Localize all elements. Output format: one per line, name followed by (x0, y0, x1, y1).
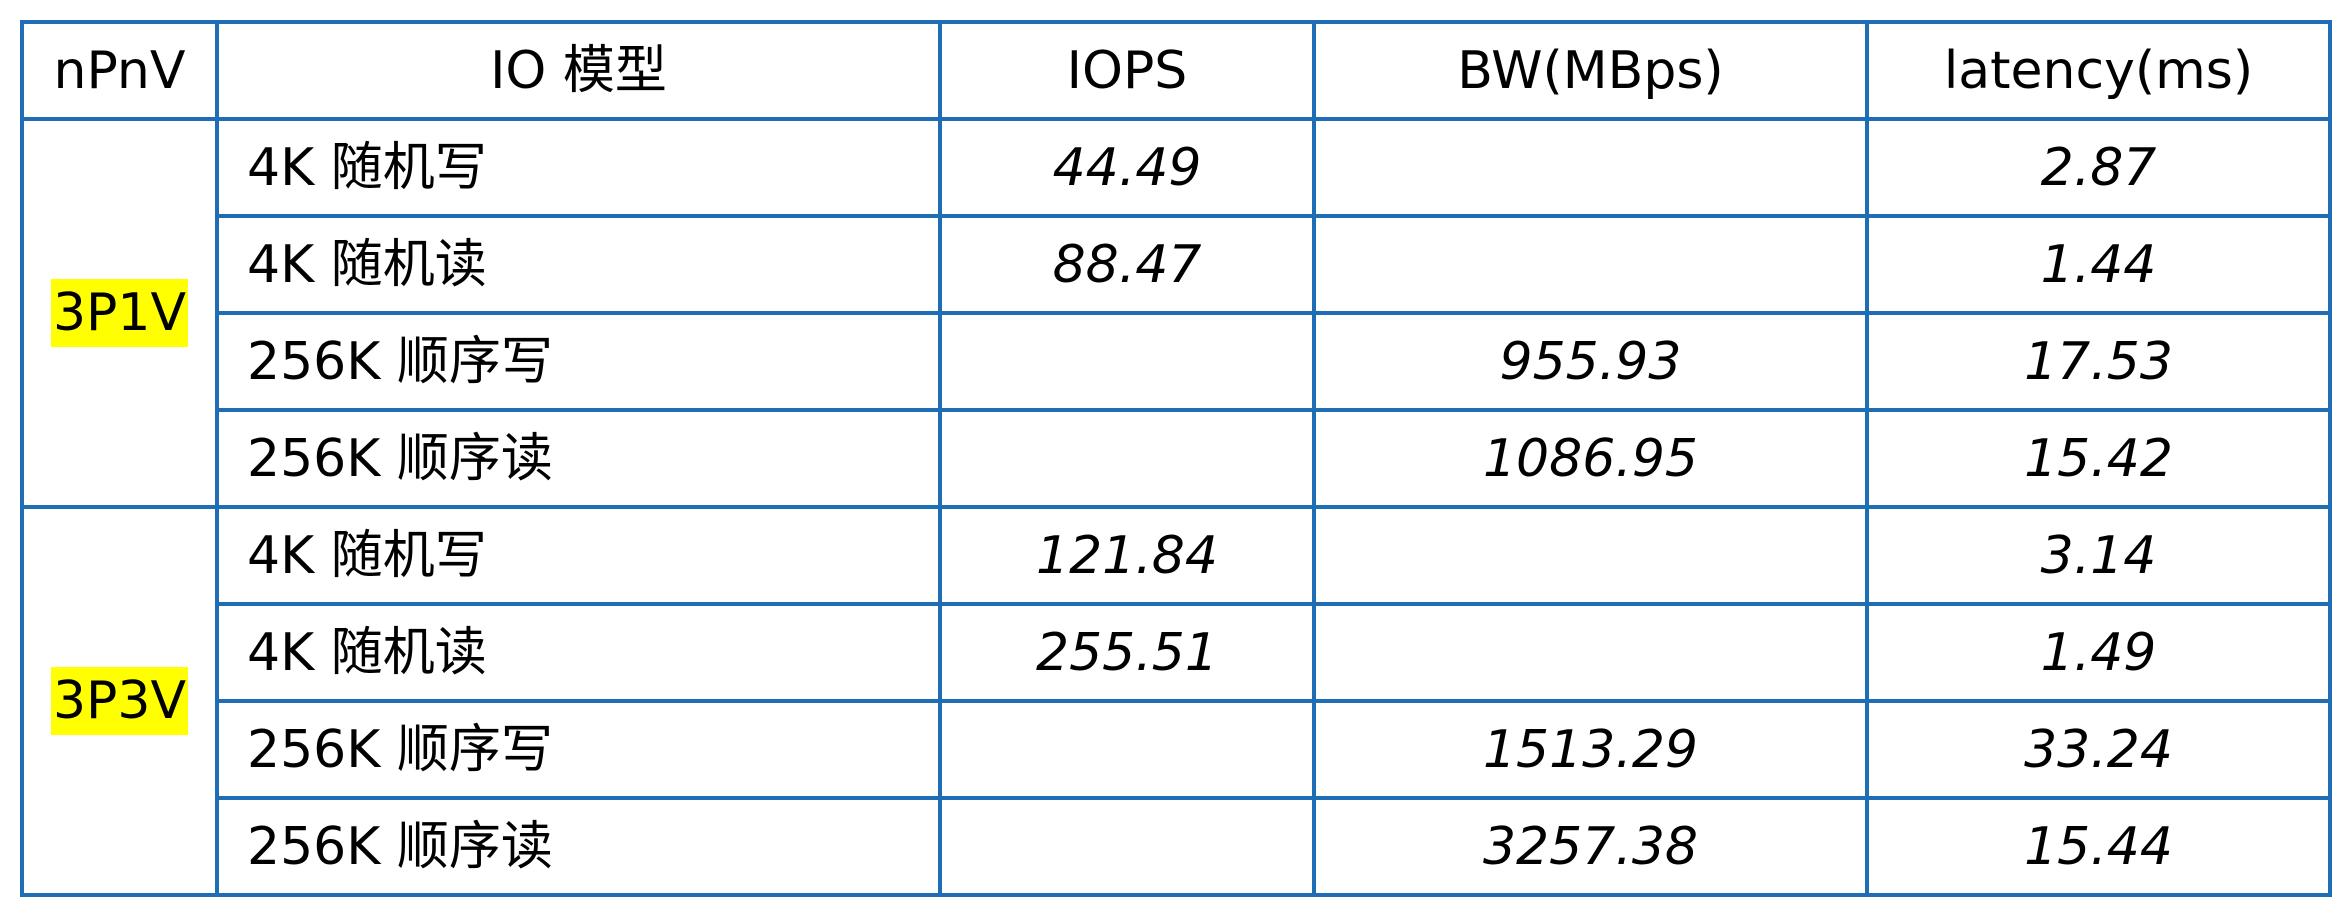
latency-cell: 2.87 (1865, 117, 2332, 218)
performance-table-container: nPnV IO 模型 IOPS BW(MBps) latency(ms) 3P1… (20, 20, 2332, 897)
header-iops: IOPS (938, 20, 1316, 121)
io-model-cell: 4K 随机读 (215, 602, 942, 703)
group-label: 3P3V (50, 667, 189, 735)
latency-cell: 1.49 (1865, 602, 2332, 703)
io-performance-table: nPnV IO 模型 IOPS BW(MBps) latency(ms) 3P1… (20, 20, 2332, 897)
table-row: 3P1V 4K 随机写 44.49 2.87 (20, 117, 2332, 509)
group-label: 3P1V (50, 279, 189, 347)
latency-cell: 33.24 (1865, 699, 2332, 800)
bandwidth-cell: 3257.38 (1312, 796, 1869, 897)
latency-cell: 1.44 (1865, 214, 2332, 315)
table-row: 256K 顺序写 955.93 17.53 (22, 311, 2332, 412)
io-model-cell: 4K 随机写 (215, 117, 942, 218)
header-bandwidth: BW(MBps) (1312, 20, 1869, 121)
io-model-cell: 256K 顺序写 (215, 699, 942, 800)
header-io-model: IO 模型 (215, 20, 942, 121)
group-cell-3p1v: 3P1V (20, 117, 219, 509)
iops-cell (938, 408, 1316, 509)
iops-cell: 44.49 (938, 117, 1316, 218)
header-latency: latency(ms) (1865, 20, 2332, 121)
table-row: 256K 顺序读 1086.95 15.42 (22, 408, 2332, 509)
table-row: 4K 随机读 255.51 1.49 (22, 602, 2332, 703)
iops-cell: 121.84 (938, 505, 1316, 606)
iops-cell (938, 796, 1316, 897)
io-model-cell: 256K 顺序写 (215, 311, 942, 412)
bandwidth-cell: 955.93 (1312, 311, 1869, 412)
header-row: nPnV IO 模型 IOPS BW(MBps) latency(ms) (20, 20, 2332, 121)
latency-cell: 15.42 (1865, 408, 2332, 509)
io-model-cell: 256K 顺序读 (215, 796, 942, 897)
table-row: 3P3V 4K 随机写 121.84 3.14 (20, 505, 2332, 897)
iops-cell (938, 699, 1316, 800)
latency-cell: 15.44 (1865, 796, 2332, 897)
iops-cell: 255.51 (938, 602, 1316, 703)
group-cell-3p3v: 3P3V (20, 505, 219, 897)
io-model-cell: 4K 随机读 (215, 214, 942, 315)
iops-cell (938, 311, 1316, 412)
bandwidth-cell (1312, 214, 1869, 315)
latency-cell: 17.53 (1865, 311, 2332, 412)
io-model-cell: 4K 随机写 (215, 505, 942, 606)
latency-cell: 3.14 (1865, 505, 2332, 606)
bandwidth-cell (1312, 602, 1869, 703)
bandwidth-cell: 1086.95 (1312, 408, 1869, 509)
bandwidth-cell (1312, 117, 1869, 218)
table-row: 256K 顺序写 1513.29 33.24 (22, 699, 2332, 800)
header-npnv: nPnV (20, 20, 219, 121)
table-row: 4K 随机读 88.47 1.44 (22, 214, 2332, 315)
io-model-cell: 256K 顺序读 (215, 408, 942, 509)
bandwidth-cell (1312, 505, 1869, 606)
bandwidth-cell: 1513.29 (1312, 699, 1869, 800)
table-row: 256K 顺序读 3257.38 15.44 (22, 796, 2332, 897)
iops-cell: 88.47 (938, 214, 1316, 315)
